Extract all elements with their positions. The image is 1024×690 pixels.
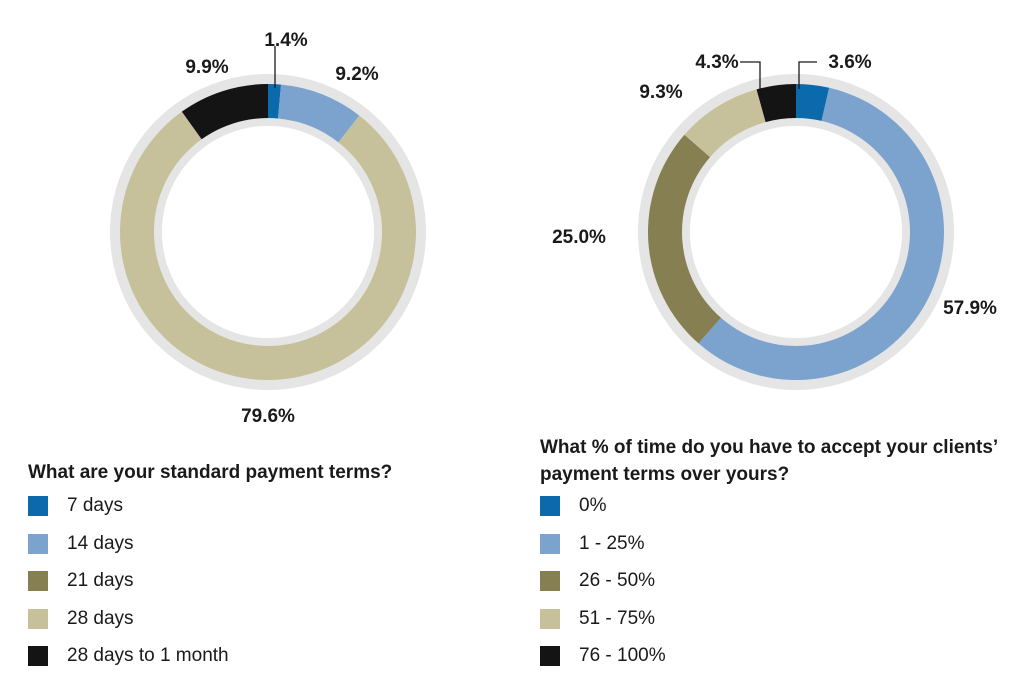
legend-title-payment-terms: What are your standard payment terms? [28,462,393,483]
legend-item: 26 - 50% [540,569,655,593]
legend-swatch [540,646,560,666]
legend-title-text: What % of time do you have to accept you… [540,437,998,485]
legend-label: 7 days [67,495,123,516]
legend-label: 14 days [67,532,134,554]
legend-swatch [28,533,48,554]
legend-item: 76 - 100% [540,644,666,668]
chart-payment-terms: 1.4% 9.2% 79.6% 9.9% [110,30,426,427]
legend-item: 14 days [28,532,134,556]
legend-item: 21 days [28,569,134,593]
donut-hole [690,126,902,338]
legend-label: 76 - 100% [579,645,666,666]
data-label-slice-4: 9.3% [639,82,682,103]
legend-label: 0% [579,495,607,516]
legend-item: 28 days to 1 month [28,644,229,668]
legend-swatch [28,571,48,591]
donut-hole [162,126,374,338]
legend-swatch [540,533,560,554]
legend-item: 7 days [28,494,123,518]
donut-slice-1 [796,84,830,121]
leader-line [798,61,817,89]
legend-title-accept-client-terms: What % of time do you have to accept you… [540,434,1010,488]
data-label-slice-2: 57.9% [943,298,997,319]
legend-item: 51 - 75% [540,607,655,631]
legend-label: 51 - 75% [579,607,656,629]
legend-swatch [28,496,48,516]
legend-label: 21 days [67,570,134,591]
donut-slice-5 [756,84,796,123]
legend-label: 28 days to 1 month [67,645,229,666]
data-label-slice-1: 1.4% [264,30,307,51]
data-label-slice-3: 25.0% [552,227,606,248]
legend-label: 26 - 50% [579,570,656,591]
donut-slice-2 [278,84,360,143]
legend-label: 28 days [67,607,134,629]
legend-item: 0% [540,494,606,518]
legend-item: 28 days [28,607,134,631]
legend-swatch [540,496,560,516]
donut-slice-5 [181,84,268,140]
data-label-slice-1: 3.6% [828,52,871,73]
data-label-slice-5: 9.9% [185,57,228,78]
legend-swatch [540,571,560,591]
data-label-slice-5: 4.3% [695,52,738,73]
legend-item: 1 - 25% [540,532,644,556]
legend-swatch [540,608,560,629]
data-label-slice-4: 79.6% [241,406,295,427]
chart-accept-client-terms: 3.6% 57.9% 25.0% 9.3% 4.3% [552,52,997,390]
leader-line [740,61,761,89]
donut-slice-2 [698,87,944,381]
donut-slice-1 [268,84,281,119]
legend-label: 1 - 25% [579,532,645,554]
legend-swatch [28,646,48,666]
donut-slice-4 [684,89,766,158]
legend-swatch [28,608,48,629]
data-label-slice-2: 9.2% [335,64,378,85]
donut-slice-3 [648,134,721,344]
